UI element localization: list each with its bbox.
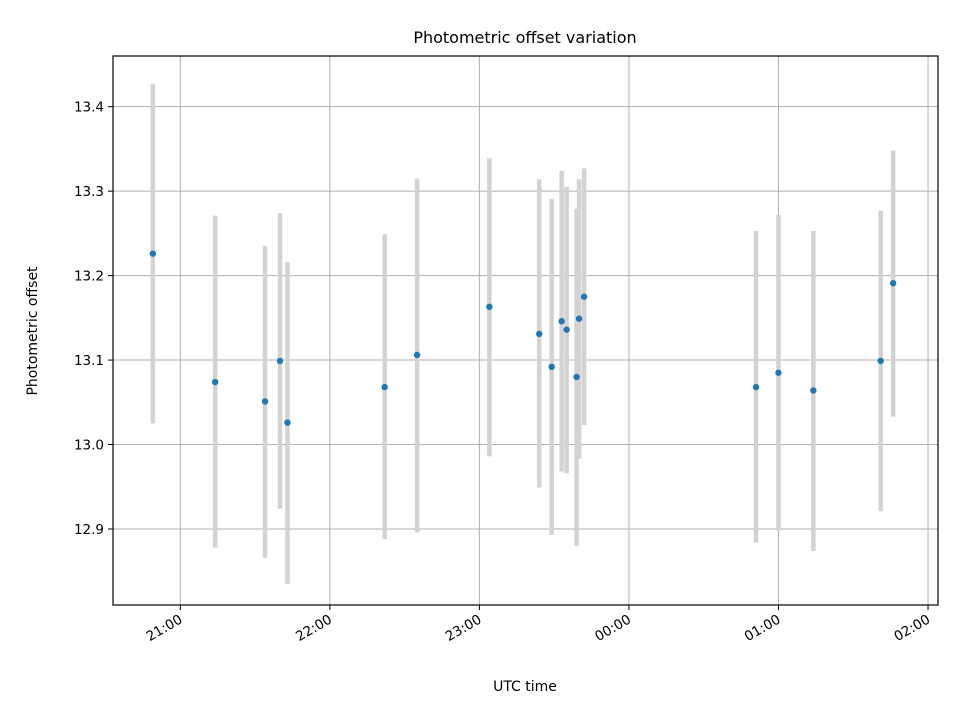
data-point [558,318,565,325]
data-point [261,398,269,405]
data-point [889,280,897,287]
data-point [810,387,817,394]
x-axis-label: UTC time [493,679,557,695]
chart-title: Photometric offset variation [413,28,636,47]
y-tick-label: 12.9 [74,522,104,538]
data-point [752,383,760,391]
y-tick-label: 13.4 [74,100,104,116]
data-point [486,303,493,311]
data-point [149,250,157,257]
data-point [381,383,388,391]
data-point [284,419,291,426]
data-point [563,326,570,333]
y-tick-label: 13.2 [74,269,104,285]
data-point [575,315,583,322]
y-tick-label: 13.3 [74,184,104,200]
data-point [775,369,782,376]
data-point [548,363,555,371]
data-point [276,357,284,365]
data-point [573,373,580,381]
data-points [149,250,897,426]
plot-frame [112,55,939,606]
y-tick-label: 13.1 [74,353,104,369]
data-point [580,293,588,300]
data-point [536,330,543,338]
data-point [413,351,421,359]
data-point [211,378,219,386]
y-axis-label: Photometric offset [25,266,41,396]
data-point [877,357,884,365]
y-tick-label: 13.0 [74,438,104,454]
